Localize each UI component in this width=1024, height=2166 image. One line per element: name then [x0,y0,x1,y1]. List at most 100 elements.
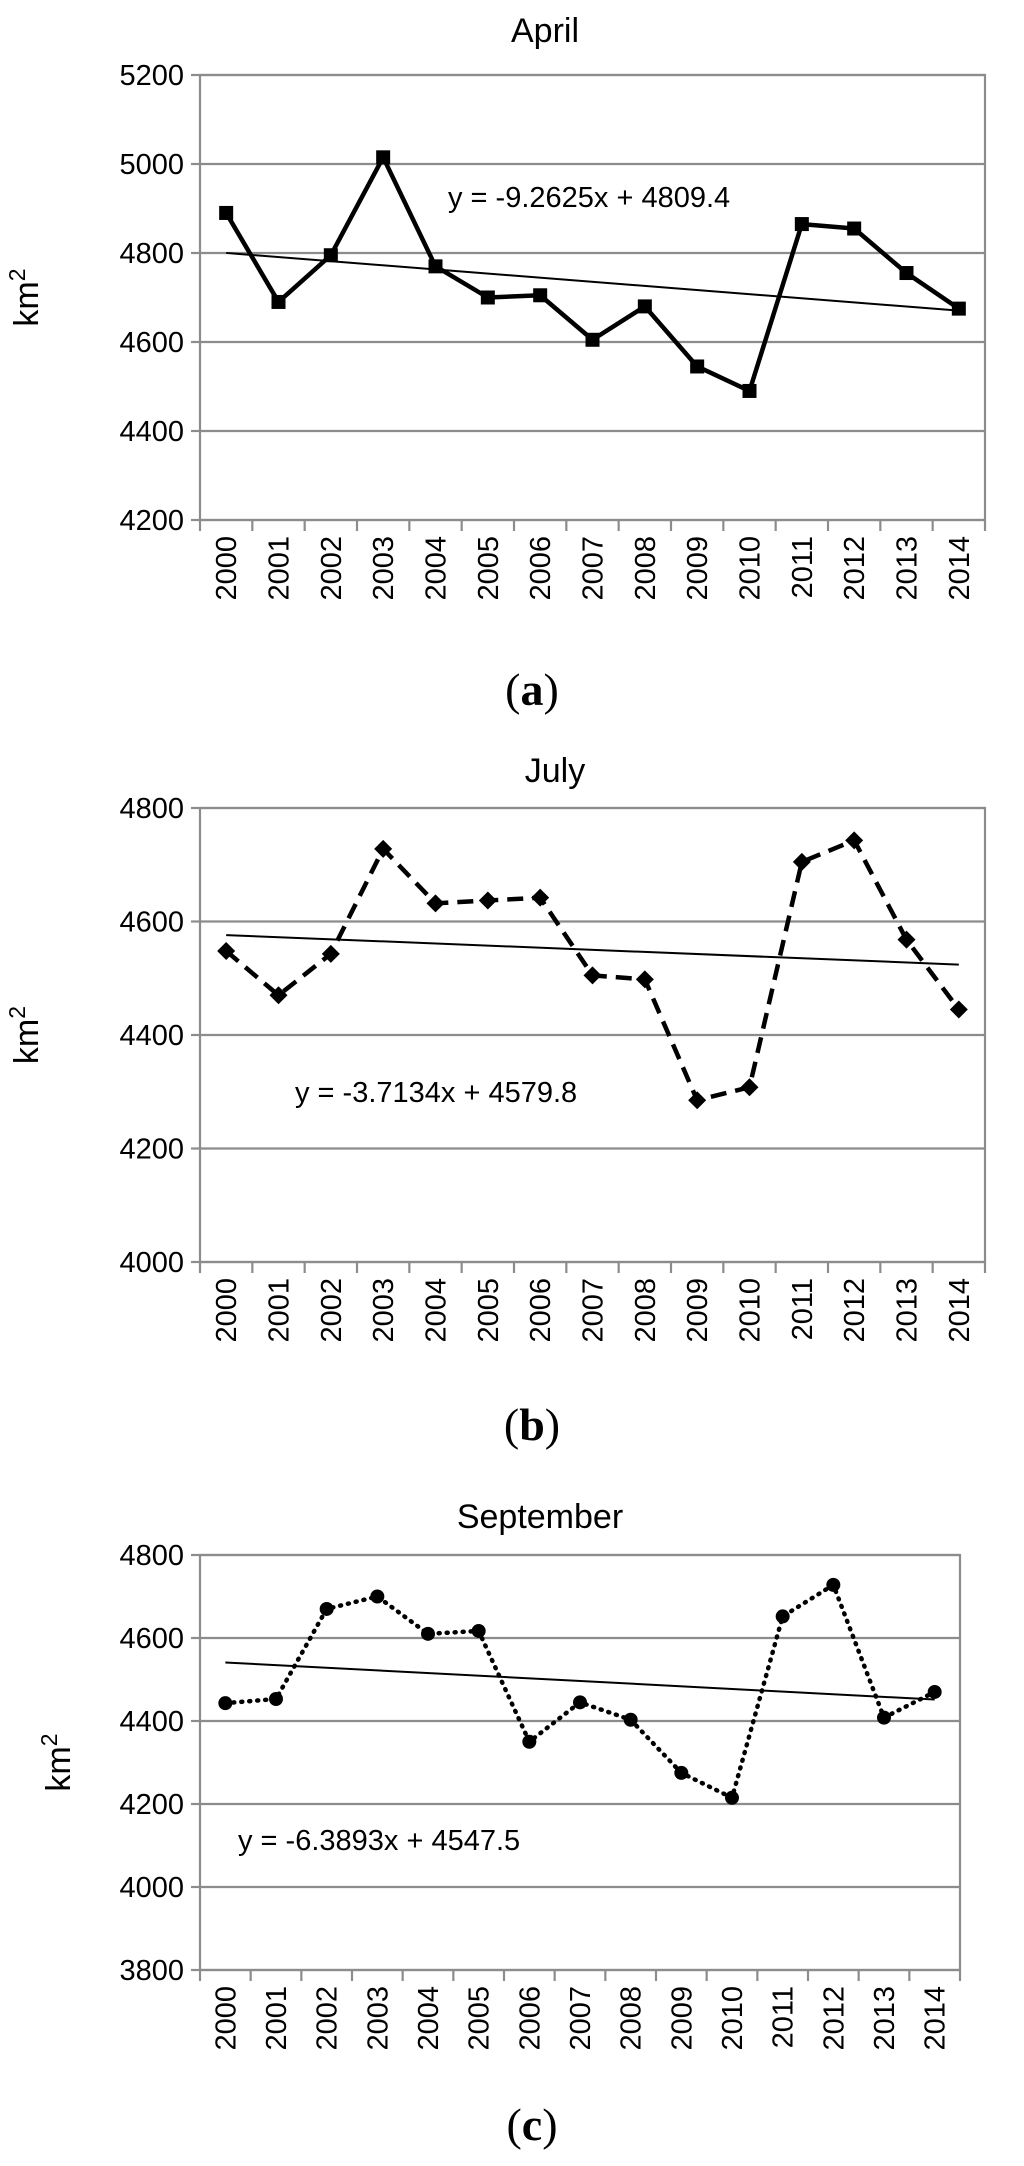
data-point [217,942,236,961]
data-point [951,301,966,316]
caption-open-paren: ( [504,1399,519,1450]
data-point [323,248,338,263]
x-tick-label: 2009 [682,1278,714,1343]
y-axis-label: km2 [4,1006,46,1064]
plot-area-border [198,1553,962,1972]
panel-caption: (a) [505,664,559,715]
x-tick-label: 2011 [787,536,819,598]
trendline [226,251,959,312]
trendline [225,1661,935,1701]
x-tick-label: 2003 [368,536,400,601]
caption-letter: b [519,1399,545,1450]
y-tick-label: 4800 [119,793,184,825]
y-tick-label: 3800 [119,1955,184,1987]
x-tick-label: 2008 [616,1986,648,2051]
data-point [585,332,600,347]
data-point [826,1577,841,1592]
caption-letter: c [522,2099,542,2150]
caption-letter: a [521,664,544,715]
x-tick-label: 2000 [211,536,243,601]
x-tick-label: 2007 [578,1278,610,1343]
x-tick-label: 2012 [839,536,871,601]
y-tick-label: 4600 [119,1623,184,1655]
data-point [531,888,550,907]
plot-area-border [198,73,987,522]
y-axis-label: km2 [4,268,46,326]
x-tick-label: 2008 [630,536,662,601]
data-point [792,852,811,871]
caption-open-paren: ( [506,2099,521,2150]
panel-caption: (c) [506,2099,557,2150]
data-point [533,288,548,303]
series-line [223,1582,937,1801]
data-point [478,891,497,910]
data-point [522,1734,537,1749]
chart-title: April [511,12,579,50]
data-point [219,205,234,220]
x-tick-label: 2007 [578,536,610,601]
data-point [899,266,914,281]
x-tick-label: 2003 [368,1278,400,1343]
chart-title: July [525,752,585,790]
data-point [690,359,705,374]
data-point [321,944,340,963]
x-tick-label: 2001 [261,1986,293,2051]
trend-equation: y = -9.2625x + 4809.4 [448,182,730,214]
data-point [421,1626,435,1641]
plot-area-border [198,806,987,1264]
data-point [573,1695,587,1710]
caption-close-paren: ) [545,1399,560,1450]
x-tick-label: 2011 [787,1278,819,1340]
y-tick-label: 5000 [119,149,184,181]
data-point [583,966,602,985]
data-point [269,1692,283,1707]
x-tick-label: 2012 [818,1986,850,2051]
y-tick-label: 4600 [119,907,184,939]
y-axis-label: km2 [36,1733,78,1791]
caption-open-paren: ( [505,664,520,715]
y-tick-label: 4200 [119,1134,184,1166]
y-axis-label-unit: km [40,1746,78,1791]
x-tick-label: 2011 [768,1986,800,2048]
data-point [319,1601,334,1616]
data-point [218,1696,233,1711]
x-tick-label: 2001 [264,536,296,601]
data-point [370,1589,385,1604]
x-tick-label: 2007 [565,1986,597,2051]
x-tick-label: 2002 [312,1986,344,2051]
data-point [794,217,809,232]
data-point [271,294,286,309]
x-tick-label: 2010 [735,1278,767,1343]
x-tick-label: 2009 [666,1986,698,2051]
x-tick-label: 2013 [892,1278,924,1343]
y-tick-label: 4400 [119,1706,184,1738]
x-tick-label: 2013 [892,536,924,601]
y-tick-label: 4200 [119,505,184,537]
y-tick-label: 4400 [119,1020,184,1052]
data-point [927,1684,942,1699]
y-tick-label: 4600 [119,327,184,359]
x-tick-label: 2002 [316,1278,348,1343]
x-tick-label: 2003 [362,1986,394,2051]
data-point [480,290,495,305]
x-tick-label: 2004 [421,1278,453,1343]
data-point [688,1091,707,1110]
chart-title: September [457,1498,623,1536]
data-point [847,221,862,236]
x-tick-label: 2014 [944,536,976,601]
y-axis-label-unit: km [8,1019,46,1064]
x-tick-label: 2014 [920,1986,952,2051]
data-point [637,299,652,314]
x-tick-label: 2004 [421,536,453,601]
y-axis-label-exponent: 2 [36,1733,62,1746]
data-point [740,1078,759,1097]
y-tick-label: 5200 [119,60,184,92]
x-tick-label: 2014 [944,1278,976,1343]
x-tick-label: 2010 [735,536,767,601]
x-tick-label: 2005 [473,536,505,601]
data-point [269,986,288,1005]
data-point [897,930,916,949]
data-point [623,1712,638,1727]
data-point [471,1623,486,1638]
